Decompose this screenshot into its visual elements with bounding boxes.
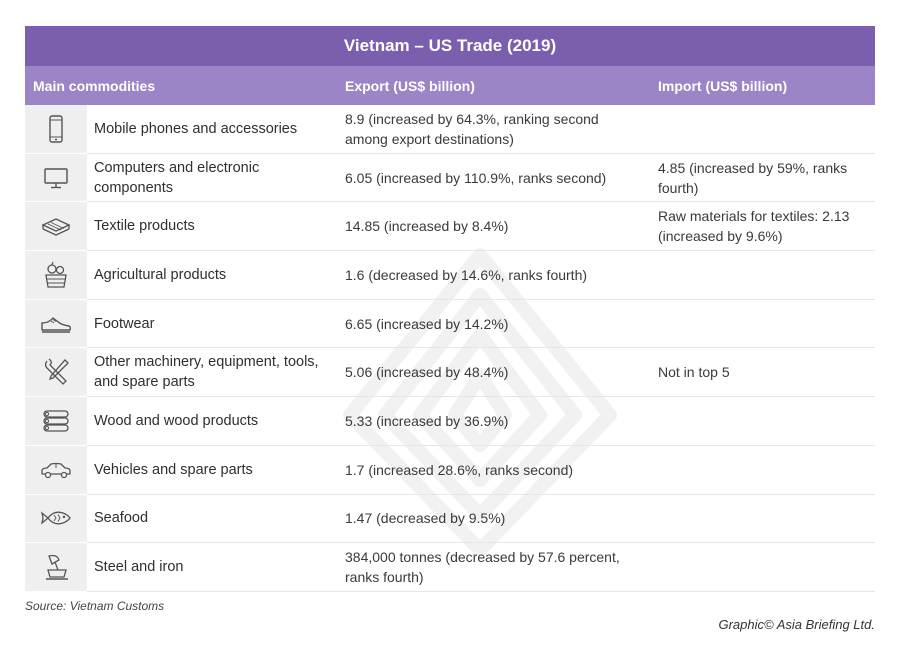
- fruit-basket-icon: [45, 261, 67, 288]
- trade-table: Vietnam – US Trade (2019) Main commoditi…: [25, 26, 875, 592]
- table-row: Footwear 6.65 (increased by 14.2%): [25, 299, 875, 349]
- commodity-name: Footwear: [94, 315, 155, 332]
- import-value: [650, 495, 875, 543]
- table-row: Vehicles and spare parts 1.7 (increased …: [25, 445, 875, 495]
- header-commodities: Main commodities: [33, 77, 156, 94]
- import-value: Not in top 5: [658, 364, 730, 381]
- export-value: 6.65 (increased by 14.2%): [345, 315, 509, 332]
- table-body: Mobile phones and accessories 8.9 (incre…: [25, 105, 875, 592]
- computer-monitor-icon: [44, 167, 68, 188]
- table-row: Mobile phones and accessories 8.9 (incre…: [25, 105, 875, 154]
- fish-icon: [41, 511, 71, 526]
- import-value: Raw materials for textiles: 2.13 (increa…: [658, 208, 850, 245]
- row-icon-cell: [25, 494, 87, 544]
- watermark-logo-icon: [343, 248, 617, 557]
- row-icon-cell: [25, 153, 87, 203]
- table-row: Textile products 14.85 (increased by 8.4…: [25, 202, 875, 252]
- import-value: [650, 105, 875, 153]
- export-value: 5.06 (increased by 48.4%): [345, 364, 509, 381]
- import-value: [650, 251, 875, 299]
- folded-textile-icon: [41, 218, 71, 236]
- table-title: Vietnam – US Trade (2019): [25, 26, 875, 66]
- row-icon-cell: [25, 299, 87, 349]
- table-row: Computers and electronic components 6.05…: [25, 153, 875, 203]
- table-header: Main commodities Export (US$ billion) Im…: [25, 66, 875, 105]
- source-note: Source: Vietnam Customs: [25, 599, 165, 613]
- export-value: 14.85 (increased by 8.4%): [345, 218, 509, 235]
- table-row: Wood and wood products 5.33 (increased b…: [25, 397, 875, 446]
- commodity-name: Wood and wood products: [94, 412, 259, 429]
- header-export: Export (US$ billion): [345, 77, 475, 94]
- import-value: [650, 543, 875, 591]
- commodity-name: Mobile phones and accessories: [94, 120, 298, 137]
- commodity-name: Computers and electronic components: [94, 159, 260, 196]
- wood-logs-icon: [43, 410, 69, 432]
- import-value: 4.85 (increased by 59%, ranks fourth): [658, 159, 848, 196]
- shoe-icon: [41, 316, 72, 333]
- commodity-name: Vehicles and spare parts: [94, 461, 253, 478]
- commodity-name: Seafood: [94, 510, 149, 527]
- wrench-screwdriver-icon: [44, 358, 69, 386]
- row-icon-cell: [25, 348, 87, 398]
- import-value: [650, 300, 875, 348]
- graphic-credit: Graphic© Asia Briefing Ltd.: [718, 617, 875, 632]
- mobile-phone-icon: [49, 115, 63, 143]
- table-row: Agricultural products 1.6 (decreased by …: [25, 251, 875, 300]
- export-value: 8.9 (increased by 64.3%, ranking second …: [345, 110, 599, 147]
- commodity-name: Textile products: [94, 218, 195, 235]
- export-value: 1.47 (decreased by 9.5%): [345, 510, 506, 527]
- row-icon-cell: [25, 251, 87, 300]
- table-row: Seafood 1.47 (decreased by 9.5%): [25, 494, 875, 544]
- row-icon-cell: [25, 445, 87, 495]
- row-icon-cell: [25, 105, 87, 154]
- export-value: 6.05 (increased by 110.9%, ranks second): [345, 169, 607, 186]
- table-row: Steel and iron 384,000 tonnes (decreased…: [25, 543, 875, 592]
- export-value: 384,000 tonnes (decreased by 57.6 percen…: [345, 549, 620, 586]
- row-icon-cell: [25, 543, 87, 592]
- import-value: [650, 397, 875, 445]
- car-icon: [41, 462, 71, 478]
- steel-ladle-icon: [46, 554, 68, 580]
- table-row: Other machinery, equipment, tools, and s…: [25, 348, 875, 398]
- row-icon-cell: [25, 202, 87, 252]
- export-value: 5.33 (increased by 36.9%): [345, 412, 509, 429]
- export-value: 1.7 (increased 28.6%, ranks second): [345, 461, 574, 478]
- commodity-name: Agricultural products: [94, 266, 227, 283]
- commodity-name: Other machinery, equipment, tools, and s…: [94, 354, 319, 391]
- import-value: [650, 446, 875, 494]
- row-icon-cell: [25, 397, 87, 446]
- export-value: 1.6 (decreased by 14.6%, ranks fourth): [345, 266, 588, 283]
- header-import: Import (US$ billion): [658, 77, 788, 94]
- commodity-name: Steel and iron: [94, 559, 184, 576]
